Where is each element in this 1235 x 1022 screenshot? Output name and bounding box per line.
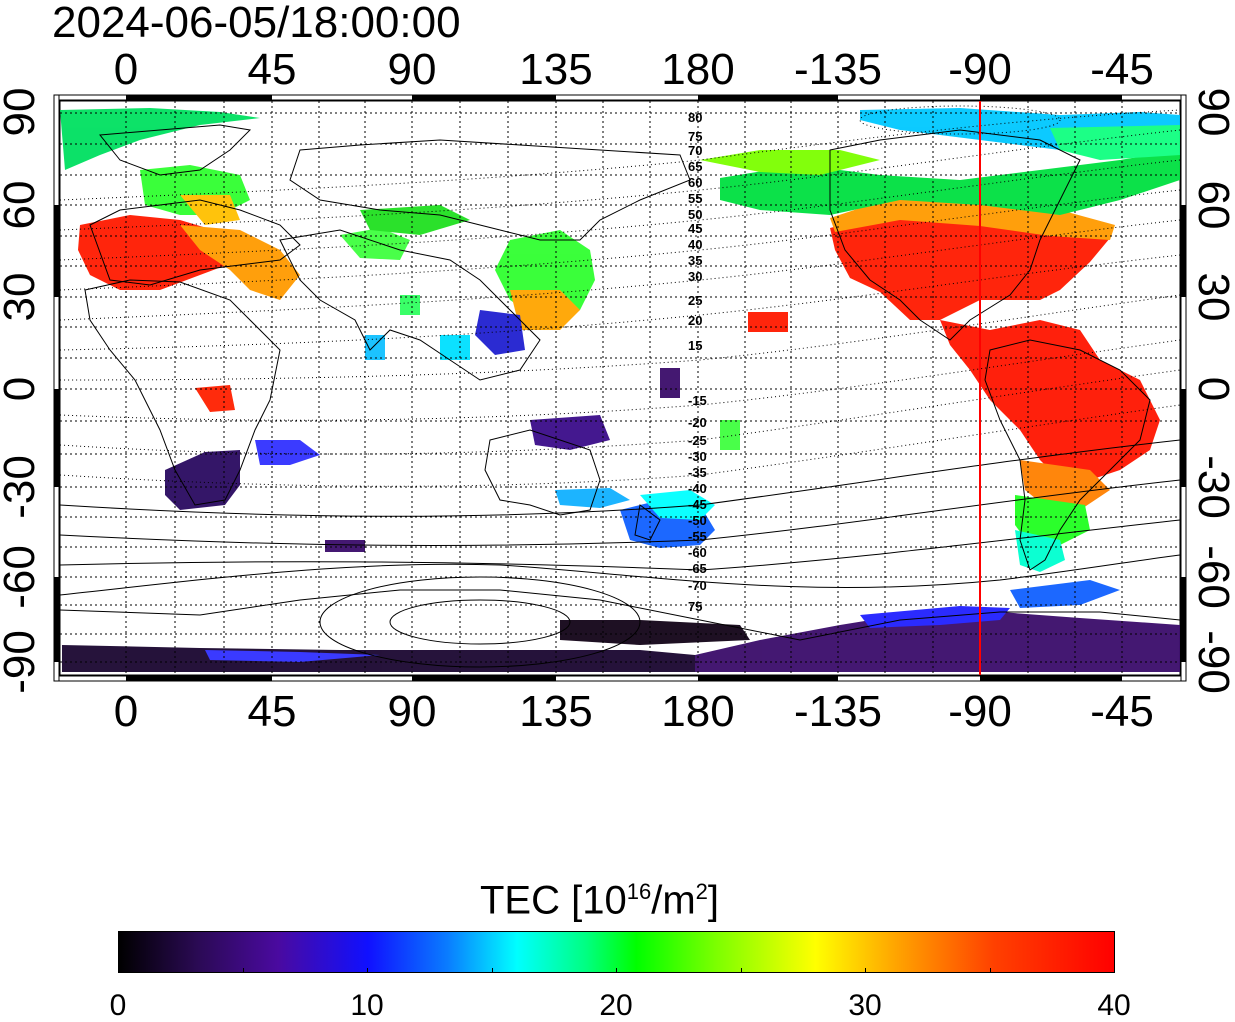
lon-label-bottom: 180 xyxy=(661,687,735,736)
contour-label: -20 xyxy=(688,415,707,430)
contour-label: 35 xyxy=(688,253,702,268)
lon-label-top: 45 xyxy=(247,45,297,94)
lon-label-bottom: 45 xyxy=(247,687,297,736)
colorbar-tick xyxy=(243,968,244,973)
contour-label: 80 xyxy=(688,110,702,125)
colorbar xyxy=(118,931,1115,973)
lon-label-top: 0 xyxy=(113,45,139,94)
contour-label: -45 xyxy=(688,497,707,512)
contour-label: 65 xyxy=(688,159,702,174)
lon-label-top: -90 xyxy=(948,45,1012,94)
contour-label: -55 xyxy=(688,529,707,544)
colorbar-label: 0 xyxy=(109,989,127,1022)
colorbar-title-exponent: 16 xyxy=(626,879,652,904)
lon-label-top: -135 xyxy=(793,45,883,94)
lon-label-bottom: -45 xyxy=(1090,687,1154,736)
lon-label-bottom: 135 xyxy=(519,687,593,736)
lon-label-bottom: 90 xyxy=(387,687,437,736)
contour-label: -65 xyxy=(688,561,707,576)
contour-label: -40 xyxy=(688,481,707,496)
contour-label: -50 xyxy=(688,513,707,528)
contour-label: 30 xyxy=(688,269,702,284)
colorbar-title: TEC [1016/m2] xyxy=(480,870,719,922)
contour-label: 60 xyxy=(688,175,702,190)
colorbar-title-end: ] xyxy=(707,878,720,923)
magnetic-contours xyxy=(59,105,1181,668)
lon-label-bottom: -135 xyxy=(793,687,883,736)
lon-label-top: 90 xyxy=(387,45,437,94)
contour-label: 15 xyxy=(688,338,702,353)
contour-label: 40 xyxy=(688,237,702,252)
colorbar-label: 10 xyxy=(350,989,384,1022)
frame-ticks xyxy=(53,94,1187,682)
contour-label: -70 xyxy=(688,578,707,593)
colorbar-tick xyxy=(492,968,493,973)
graticule xyxy=(60,101,1180,675)
contour-label: 75 xyxy=(688,599,702,614)
contour-label: -30 xyxy=(688,449,707,464)
contour-label: 45 xyxy=(688,221,702,236)
lon-label-top: -45 xyxy=(1090,45,1154,94)
tec-data-regions xyxy=(60,108,1180,672)
colorbar-tick xyxy=(741,968,742,973)
colorbar-label: 20 xyxy=(599,989,633,1022)
lon-label-top: 135 xyxy=(519,45,593,94)
contour-label: -15 xyxy=(688,393,707,408)
map-title: 2024-06-05/18:00:00 xyxy=(52,0,461,47)
lon-label-bottom: -90 xyxy=(948,687,1012,736)
contour-label: 20 xyxy=(688,313,702,328)
colorbar-tick xyxy=(865,968,866,973)
colorbar-label: 40 xyxy=(1097,989,1131,1022)
contour-label: 55 xyxy=(688,191,702,206)
colorbar-title-exponent: 2 xyxy=(695,879,708,904)
contour-label: -60 xyxy=(688,545,707,560)
contour-label: -35 xyxy=(688,465,707,480)
contour-label: 50 xyxy=(688,207,702,222)
colorbar-tick xyxy=(616,968,617,973)
lon-label-top: 180 xyxy=(661,45,735,94)
contour-label: -25 xyxy=(688,433,707,448)
contour-label: 70 xyxy=(688,143,702,158)
contour-label: 75 xyxy=(688,129,702,144)
colorbar-label: 30 xyxy=(848,989,882,1022)
lon-label-bottom: 0 xyxy=(113,687,139,736)
colorbar-tick xyxy=(367,968,368,973)
tec-map: 80 75 70 65 60 55 50 45 40 35 30 25 20 1… xyxy=(53,94,1187,682)
colorbar-tick xyxy=(990,968,991,973)
colorbar-title-unit: /m xyxy=(651,878,696,923)
colorbar-title-main: TEC [10 xyxy=(480,878,627,923)
contour-label: 25 xyxy=(688,293,702,308)
